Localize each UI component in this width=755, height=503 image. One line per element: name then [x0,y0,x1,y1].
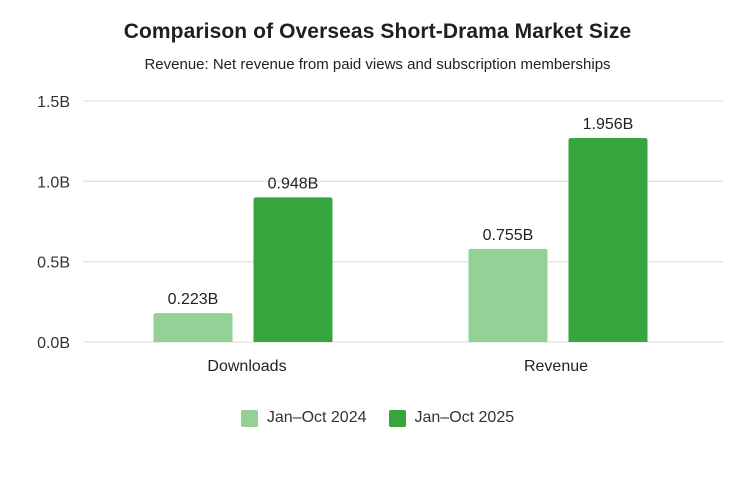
x-tick-label: Revenue [524,358,588,375]
y-tick-label: 0.0B [37,335,70,352]
data-label: 0.755B [483,227,534,244]
bar-downloads-2025[interactable] [253,197,333,342]
legend-swatch-2024 [240,409,258,427]
data-label: 0.223B [168,291,219,308]
data-labels: 0.223B 0.948B 0.755B 1.956B [168,116,634,308]
chart-subtitle: Revenue: Net revenue from paid views and… [144,56,611,73]
data-label: 0.948B [268,175,319,192]
bar-downloads-2024[interactable] [153,313,233,342]
bar-revenue-2025[interactable] [568,137,648,342]
legend-label-2024: Jan–Oct 2024 [266,409,367,426]
bars [153,137,648,342]
legend-item-2025[interactable]: Jan–Oct 2025 [388,409,515,427]
bar-revenue-2024[interactable] [468,248,548,342]
data-label: 1.956B [583,116,634,133]
x-axis-labels: Downloads Revenue [207,358,588,375]
chart-title: Comparison of Overseas Short-Drama Marke… [123,20,632,43]
y-tick-label: 0.5B [37,255,70,272]
legend-label-2025: Jan–Oct 2025 [414,409,515,426]
x-tick-label: Downloads [207,358,286,375]
y-tick-label: 1.5B [37,94,70,111]
y-tick-label: 1.0B [37,174,70,191]
legend-item-2024[interactable]: Jan–Oct 2024 [240,409,367,427]
legend-swatch-2025 [388,409,406,427]
y-axis-ticks: 0.0B 0.5B 1.0B 1.5B [37,94,70,352]
legend: Jan–Oct 2024 Jan–Oct 2025 [0,409,755,427]
